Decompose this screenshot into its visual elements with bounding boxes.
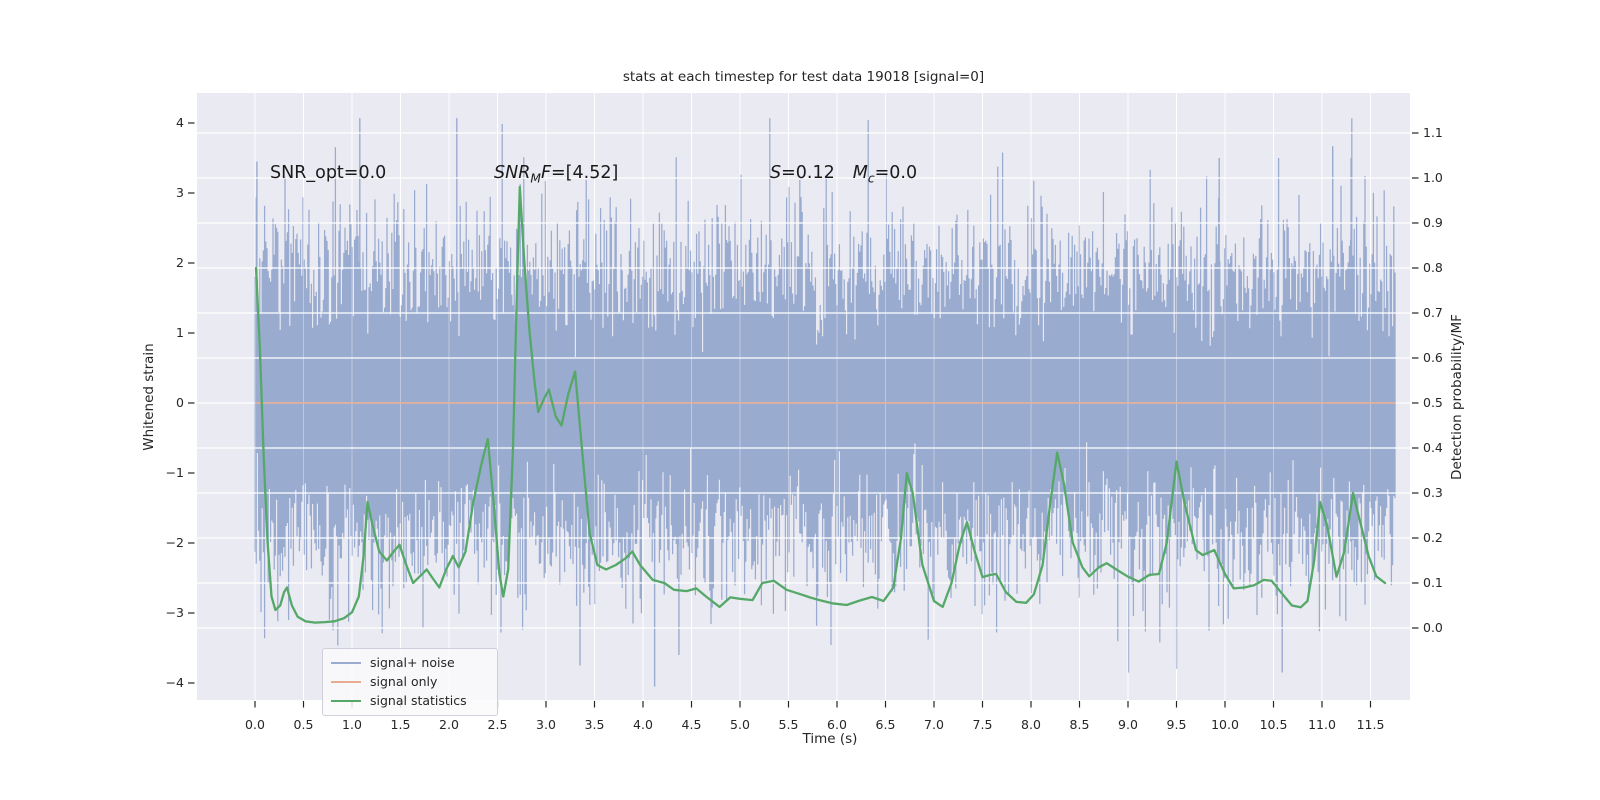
annotation-m-sub: c xyxy=(867,171,875,186)
y-tick-label: 3 xyxy=(176,185,184,200)
x-tick-label: 6.5 xyxy=(875,717,896,732)
legend-swatch-signal-statistics xyxy=(331,699,361,702)
y-tick-label: 0.8 xyxy=(1423,260,1443,275)
x-tick-label: 5.5 xyxy=(778,717,799,732)
y-tick-label: 0.9 xyxy=(1423,215,1443,230)
legend-label-signal-noise: signal+ noise xyxy=(370,655,455,670)
x-tick-label: 10.5 xyxy=(1259,717,1288,732)
y-tick-label: −2 xyxy=(165,535,184,550)
legend-swatch-signal-only xyxy=(331,680,361,683)
y-tick-label: 4 xyxy=(176,115,184,130)
y-tick-label: 1.1 xyxy=(1423,125,1443,140)
x-tick-label: 2.0 xyxy=(439,717,459,732)
x-tick-label: 9.5 xyxy=(1166,717,1187,732)
x-tick-label: 3.5 xyxy=(584,717,605,732)
annotation-stat: S=0.12 Mc=0.0 xyxy=(770,163,917,186)
x-tick-label: 7.0 xyxy=(924,717,944,732)
x-tick-label: 8.5 xyxy=(1069,717,1090,732)
y-tick-label: 0.7 xyxy=(1423,305,1443,320)
x-tick-label: 7.5 xyxy=(972,717,993,732)
annotation-snr-opt-text: SNR_opt=0.0 xyxy=(270,163,387,183)
x-tick-label: 1.0 xyxy=(342,717,362,732)
x-tick-label: 4.5 xyxy=(681,717,702,732)
annotation-snr-mf-base: SNR xyxy=(494,163,531,183)
y-tick-label: −4 xyxy=(165,675,184,690)
legend-label-signal-statistics: signal statistics xyxy=(370,693,467,708)
y-tick-label: 0.1 xyxy=(1423,575,1443,590)
y-tick-label: 0.6 xyxy=(1423,350,1443,365)
legend-item-signal-noise: signal+ noise xyxy=(331,653,489,672)
y-tick-label: 2 xyxy=(176,255,184,270)
x-tick-label: 10.0 xyxy=(1211,717,1239,732)
x-tick-label: 5.0 xyxy=(730,717,750,732)
y-tick-label: 0.4 xyxy=(1423,440,1443,455)
x-tick-label: 11.0 xyxy=(1308,717,1336,732)
annotation-m-rest: =0.0 xyxy=(874,163,918,183)
y-tick-label: 0.2 xyxy=(1423,530,1443,545)
annotation-snr-opt: SNR_opt=0.0 xyxy=(270,163,386,183)
annotation-snr-mf-rest: =[4.52] xyxy=(551,163,619,183)
legend-item-signal-only: signal only xyxy=(331,672,489,691)
annotation-snr-mf-mid: F xyxy=(540,163,552,183)
x-tick-label: 9.0 xyxy=(1118,717,1138,732)
y-tick-label: −1 xyxy=(165,465,184,480)
x-tick-label: 0.0 xyxy=(245,717,265,732)
annotation-snr-mf: SNRMF=[4.52] xyxy=(494,163,618,186)
legend-item-signal-statistics: signal statistics xyxy=(331,691,489,710)
x-tick-label: 2.5 xyxy=(487,717,508,732)
y-tick-label: 1.0 xyxy=(1423,170,1443,185)
annotation-m-base: M xyxy=(852,163,868,183)
legend-swatch-signal-noise xyxy=(331,661,361,664)
y-tick-label: −3 xyxy=(165,605,184,620)
x-axis-label: Time (s) xyxy=(802,731,858,747)
y-tick-label: 0.0 xyxy=(1423,620,1443,635)
x-tick-label: 6.0 xyxy=(827,717,847,732)
y-tick-label: 1 xyxy=(176,325,184,340)
annotation-s-rest: =0.12 xyxy=(781,163,835,183)
chart-title: stats at each timestep for test data 190… xyxy=(622,69,985,85)
y-tick-label: 0 xyxy=(176,395,184,410)
x-tick-label: 8.0 xyxy=(1021,717,1041,732)
y-tick-label: 0.5 xyxy=(1423,395,1443,410)
annotation-s-base: S xyxy=(770,163,782,183)
chart-legend: signal+ noise signal only signal statist… xyxy=(322,648,498,716)
legend-label-signal-only: signal only xyxy=(370,674,438,689)
x-tick-label: 3.0 xyxy=(536,717,556,732)
y-tick-label: 0.3 xyxy=(1423,485,1443,500)
x-tick-label: 1.5 xyxy=(390,717,411,732)
x-tick-label: 11.5 xyxy=(1356,717,1385,732)
x-tick-label: 4.0 xyxy=(633,717,653,732)
x-tick-label: 0.5 xyxy=(293,717,314,732)
annotation-snr-mf-sub: M xyxy=(530,171,541,186)
